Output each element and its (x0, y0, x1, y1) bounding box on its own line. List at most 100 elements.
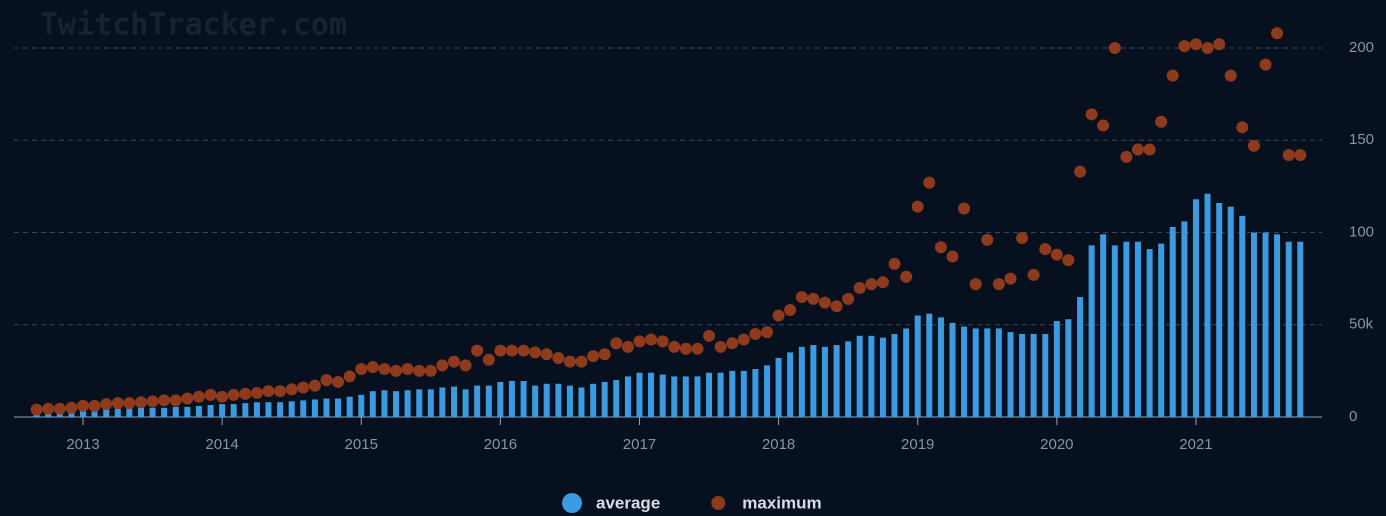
x-tick-label: 2020 (1040, 436, 1073, 453)
point (1016, 232, 1029, 245)
bar (717, 372, 724, 417)
bar (451, 386, 458, 417)
point (1201, 41, 1214, 54)
point (343, 370, 356, 383)
point (1213, 38, 1226, 51)
y-tick-label: 150 (1349, 131, 1374, 148)
bar (508, 381, 515, 417)
point (633, 335, 646, 348)
x-tick-label: 2019 (901, 436, 934, 453)
bar (114, 408, 121, 417)
point (239, 387, 252, 400)
bar (369, 391, 376, 417)
bar (1204, 193, 1211, 417)
bar (764, 365, 771, 417)
point (1224, 69, 1237, 82)
bar (879, 337, 886, 417)
point (424, 364, 437, 377)
point (1155, 115, 1168, 128)
point (216, 390, 229, 403)
bar (787, 352, 794, 417)
bar (427, 389, 434, 417)
bar (381, 390, 388, 417)
point (297, 381, 310, 394)
bar (752, 369, 759, 417)
point (842, 292, 855, 305)
point (285, 383, 298, 396)
point (1166, 69, 1179, 82)
point (691, 342, 704, 355)
bar (195, 405, 202, 417)
point (366, 361, 379, 374)
point (923, 176, 936, 189)
bar (1100, 234, 1107, 417)
bar (1192, 199, 1199, 417)
y-tick-label: 100 (1349, 223, 1374, 240)
point (853, 281, 866, 294)
legend-marker (562, 493, 582, 513)
bar (242, 403, 249, 417)
bar (1181, 221, 1188, 417)
bar (172, 406, 179, 417)
bar (903, 328, 910, 417)
point (1247, 139, 1260, 152)
bar (1169, 226, 1176, 417)
point (111, 397, 124, 410)
bar (1111, 245, 1118, 417)
bar (91, 409, 98, 417)
point (146, 395, 159, 408)
x-tick-label: 2016 (484, 436, 517, 453)
bar (80, 409, 87, 417)
point (992, 278, 1005, 291)
bar (1146, 249, 1153, 417)
watermark: TwitchTracker.com (40, 8, 347, 43)
point (494, 344, 507, 357)
point (784, 303, 797, 316)
bar (729, 370, 736, 417)
point (77, 399, 90, 412)
point (795, 291, 808, 304)
bar (230, 404, 237, 417)
bar (706, 372, 713, 417)
bar (961, 326, 968, 417)
point (192, 390, 205, 403)
bar (1250, 232, 1257, 417)
bar (416, 389, 423, 417)
point (471, 344, 484, 357)
bar (138, 407, 145, 417)
point (911, 200, 924, 213)
y-tick-label: 50k (1349, 316, 1374, 333)
point (958, 202, 971, 215)
bar (1053, 321, 1060, 417)
point (378, 363, 391, 376)
bar (1019, 333, 1026, 417)
point (818, 296, 831, 309)
point (621, 340, 634, 353)
bar (636, 372, 643, 417)
point (934, 241, 947, 254)
bar (740, 370, 747, 417)
bar (497, 381, 504, 417)
bar (393, 391, 400, 417)
bar (984, 328, 991, 417)
bar (566, 385, 573, 417)
y-tick-label: 0 (1349, 408, 1357, 425)
point (517, 344, 530, 357)
bar (1065, 319, 1072, 417)
bar (845, 341, 852, 417)
bar (219, 404, 226, 417)
point (726, 337, 739, 350)
point (1294, 148, 1307, 161)
bar (972, 328, 979, 417)
point (1085, 108, 1098, 121)
point (250, 387, 263, 400)
point (169, 394, 182, 407)
bar (358, 394, 365, 417)
point (262, 385, 275, 398)
point (227, 388, 240, 401)
point (181, 392, 194, 405)
bar (821, 346, 828, 417)
point (1074, 165, 1087, 178)
point (749, 327, 762, 340)
